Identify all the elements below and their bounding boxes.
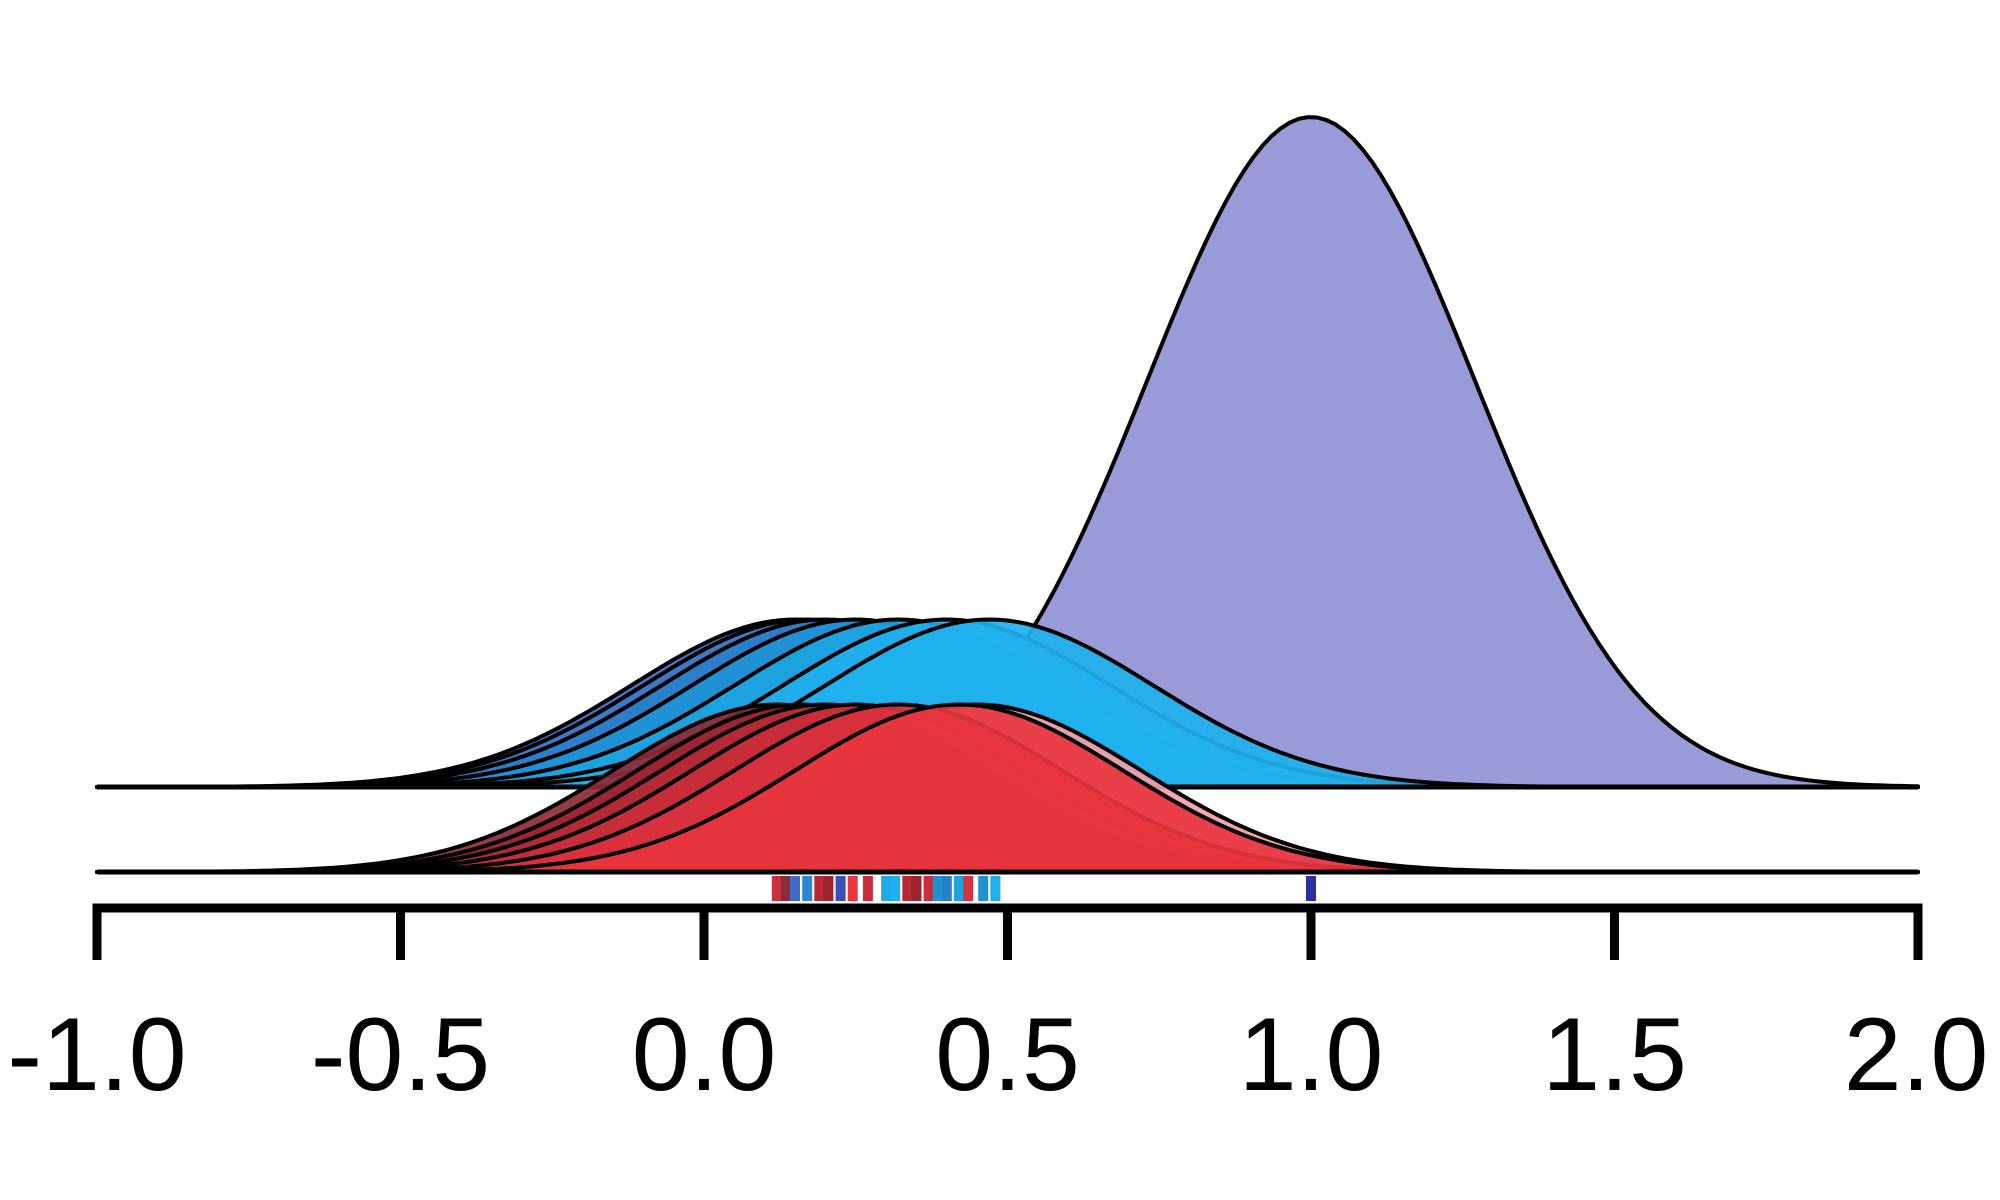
x-tick-label-6: 2.0	[1844, 997, 1989, 1113]
rug-mark-11	[902, 876, 913, 901]
rug-mark-10	[890, 876, 901, 901]
rug-marks	[771, 876, 1316, 901]
rug-mark-7	[847, 876, 858, 901]
rug-mark-12	[911, 876, 922, 901]
rug-mark-15	[941, 876, 952, 901]
lower-row-densities	[95, 702, 1920, 874]
x-tick-label-0: -1.0	[7, 997, 186, 1113]
rug-mark-2	[790, 876, 800, 901]
rug-mark-19	[990, 876, 1001, 901]
rug-mark-13	[923, 876, 934, 901]
rug-mark-16	[953, 876, 964, 901]
rug-mark-20	[1306, 876, 1316, 901]
x-tick-label-3: 0.5	[935, 997, 1080, 1113]
x-tick-label-1: -0.5	[311, 997, 490, 1113]
x-tick-label-2: 0.0	[632, 997, 777, 1113]
rug-mark-9	[881, 876, 892, 901]
rug-mark-5	[823, 876, 834, 901]
rug-mark-4	[814, 876, 825, 901]
upper-row-densities	[95, 115, 1920, 789]
x-tick-label-4: 1.0	[1239, 997, 1384, 1113]
rug-mark-8	[862, 876, 873, 901]
rug-mark-1	[780, 876, 791, 901]
rug-mark-3	[802, 876, 813, 901]
rug-mark-14	[932, 876, 943, 901]
rug-mark-6	[835, 876, 846, 901]
x-tick-label-5: 1.5	[1542, 997, 1687, 1113]
rug-mark-0	[771, 876, 782, 901]
x-axis: -1.0 -0.5 0.0 0.5 1.0 1.5 2.0	[7, 903, 1989, 1113]
rug-mark-17	[963, 876, 973, 901]
rug-mark-18	[978, 876, 989, 901]
